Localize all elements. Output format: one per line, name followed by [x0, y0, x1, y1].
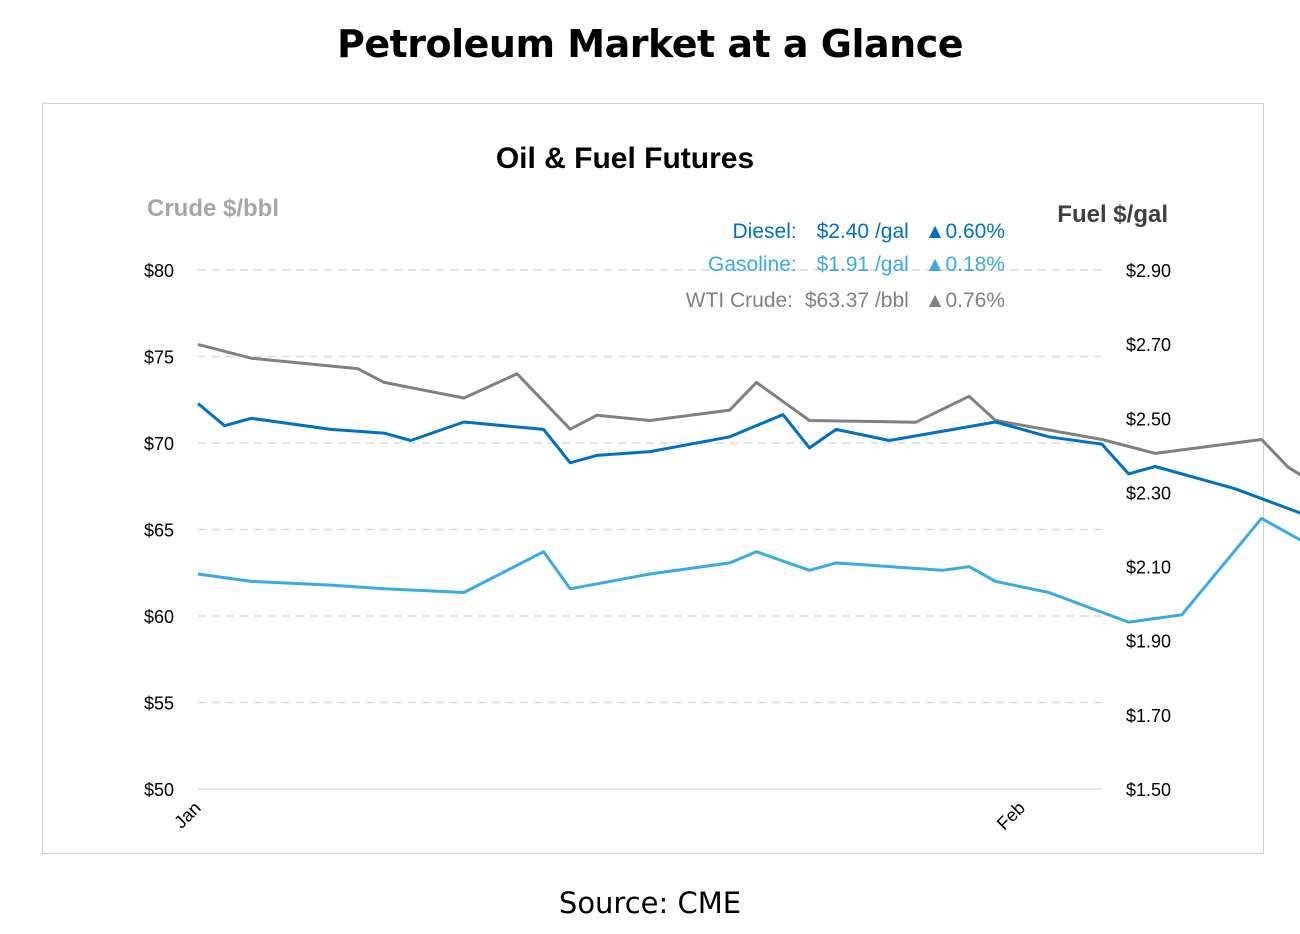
legend: Diesel: $2.40 /gal ▲0.60% Gasoline: $1.9…: [686, 220, 1005, 312]
legend-crude-label: WTI Crude:: [686, 289, 793, 312]
up-triangle-icon: ▲: [925, 253, 946, 276]
legend-diesel: Diesel: $2.40 /gal ▲0.60%: [733, 220, 1005, 243]
right-axis-label: Fuel $/gal: [1057, 201, 1168, 228]
legend-diesel-label: Diesel:: [733, 220, 797, 243]
left-tick-label: $70: [144, 434, 174, 454]
chart-frame: [42, 103, 1264, 854]
right-tick-label: $2.70: [1126, 335, 1171, 355]
right-tick-label: $1.70: [1126, 706, 1171, 726]
left-tick-label: $55: [144, 694, 174, 714]
series-lines: [197, 342, 1300, 624]
left-tick-label: $80: [144, 261, 174, 281]
legend-crude-price: $63.37 /bbl: [805, 289, 909, 312]
right-tick-label: $2.30: [1126, 483, 1171, 503]
up-triangle-icon: ▲: [925, 220, 946, 243]
series-line-gasoline: [197, 516, 1300, 624]
left-axis-ticks: $80 $75 $70 $65 $60 $55 $50: [144, 261, 174, 800]
x-tick-label: Jan: [170, 798, 205, 833]
legend-gasoline-label: Gasoline:: [708, 253, 797, 276]
left-tick-label: $65: [144, 521, 174, 541]
legend-gasoline-price: $1.91 /gal: [817, 253, 909, 276]
x-tick-label: Feb: [993, 798, 1029, 834]
right-tick-label: $2.50: [1126, 409, 1171, 429]
legend-diesel-change: 0.60%: [945, 220, 1005, 243]
x-axis-ticks: JanFebMarAprMayJunJulAugSepOctNovDecJan: [170, 798, 1029, 834]
source-note: Source: CME: [558, 886, 742, 920]
left-tick-label: $50: [144, 780, 174, 800]
legend-crude-change: 0.76%: [945, 289, 1005, 312]
right-tick-label: $1.50: [1126, 780, 1171, 800]
legend-diesel-price: $2.40 /gal: [817, 220, 909, 243]
left-tick-label: $60: [144, 607, 174, 627]
right-axis-ticks: $2.90 $2.70 $2.50 $2.30 $2.10 $1.90 $1.70 $1.50: [1126, 261, 1171, 800]
left-axis-label: Crude $/bbl: [147, 195, 279, 222]
right-tick-label: $2.90: [1126, 261, 1171, 281]
up-triangle-icon: ▲: [925, 289, 946, 312]
legend-gasoline-change: 0.18%: [945, 253, 1005, 276]
legend-gasoline: Gasoline: $1.91 /gal ▲0.18%: [708, 253, 1005, 276]
chart-title: Oil & Fuel Futures: [496, 142, 754, 175]
right-tick-label: $2.10: [1126, 558, 1171, 578]
gridlines: [198, 269, 1102, 790]
legend-crude: WTI Crude: $63.37 /bbl ▲0.76%: [686, 289, 1005, 312]
right-tick-label: $1.90: [1126, 632, 1171, 652]
left-tick-label: $75: [144, 348, 174, 368]
page-title: Petroleum Market at a Glance: [336, 22, 964, 66]
